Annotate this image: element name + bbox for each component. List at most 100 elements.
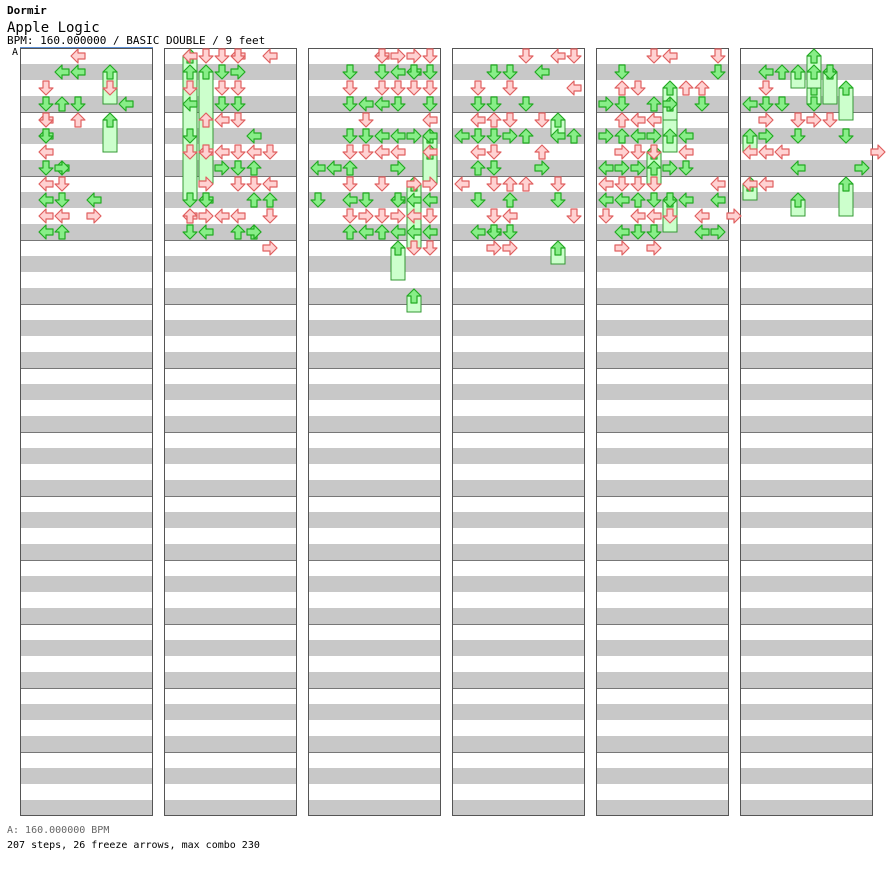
note-arrow-down [214, 64, 230, 80]
step-arrow-down [630, 80, 646, 96]
step-arrow-left [390, 144, 406, 160]
beat-stripe [20, 480, 153, 496]
note-arrow-down [310, 192, 326, 208]
note-arrow-right [230, 64, 246, 80]
note-arrow-left [38, 192, 54, 208]
step-arrow-down [822, 112, 838, 128]
note-arrow-left [406, 192, 422, 208]
step-arrow-down [470, 80, 486, 96]
step-arrow-down [198, 144, 214, 160]
beat-stripe [740, 224, 873, 240]
beat-stripe [452, 352, 585, 368]
step-arrow-down [406, 240, 422, 256]
step-arrow-left [454, 176, 470, 192]
note-arrow-right [390, 160, 406, 176]
note-arrow-down [38, 128, 54, 144]
beat-stripe [20, 576, 153, 592]
note-arrow-left [374, 96, 390, 112]
beat-stripe [596, 576, 729, 592]
step-arrow-left [598, 176, 614, 192]
beat-stripe [308, 256, 441, 272]
note-arrow-left [422, 192, 438, 208]
beat-stripe [596, 512, 729, 528]
step-arrow-down [486, 176, 502, 192]
column-border [308, 48, 441, 816]
note-arrow-down [774, 96, 790, 112]
step-arrow-down [406, 80, 422, 96]
beat-stripe [452, 160, 585, 176]
note-arrow-left [326, 160, 342, 176]
beat-stripe [452, 320, 585, 336]
step-arrow-right [390, 208, 406, 224]
beat-stripe [740, 448, 873, 464]
note-arrow-left [86, 192, 102, 208]
chart-column [20, 48, 153, 816]
note-arrow-right [630, 160, 646, 176]
note-arrow-right [710, 224, 726, 240]
step-arrow-down [374, 80, 390, 96]
note-arrow-up [806, 64, 822, 80]
beat-stripe [20, 640, 153, 656]
beat-stripe [452, 768, 585, 784]
note-arrow-up [374, 224, 390, 240]
beat-stripe [740, 640, 873, 656]
step-arrow-down [566, 208, 582, 224]
step-arrow-left [422, 144, 438, 160]
note-arrow-up [646, 96, 662, 112]
beat-stripe [308, 640, 441, 656]
chart-column [452, 48, 585, 816]
note-arrow-left [118, 96, 134, 112]
note-arrow-left [182, 96, 198, 112]
beat-stripe [20, 320, 153, 336]
note-arrow-down [518, 96, 534, 112]
note-arrow-down [486, 96, 502, 112]
beat-stripe [308, 384, 441, 400]
beat-stripe [164, 512, 297, 528]
step-arrow-down [102, 80, 118, 96]
step-arrow-down [358, 112, 374, 128]
beat-stripe [596, 672, 729, 688]
step-arrow-left [182, 48, 198, 64]
note-arrow-up [646, 160, 662, 176]
step-arrow-down [630, 176, 646, 192]
step-arrow-down [38, 80, 54, 96]
step-arrow-down [342, 176, 358, 192]
step-arrow-left [774, 144, 790, 160]
step-arrow-left [470, 112, 486, 128]
step-arrow-left [38, 208, 54, 224]
note-arrow-left [630, 128, 646, 144]
beat-stripe [452, 512, 585, 528]
beat-stripe [164, 384, 297, 400]
artist-name: Dormir [7, 4, 47, 17]
step-arrow-right [422, 176, 438, 192]
step-arrow-left [38, 176, 54, 192]
step-arrow-up [678, 80, 694, 96]
beat-stripe [164, 320, 297, 336]
note-arrow-up [246, 160, 262, 176]
note-arrow-up [54, 224, 70, 240]
beat-stripe [596, 768, 729, 784]
note-arrow-up [470, 160, 486, 176]
beat-stripe [740, 672, 873, 688]
beat-stripe [20, 448, 153, 464]
beat-stripe [20, 224, 153, 240]
note-arrow-up [502, 192, 518, 208]
step-arrow-right [358, 208, 374, 224]
note-arrow-down [230, 96, 246, 112]
beat-stripe [164, 544, 297, 560]
chart-column [596, 48, 729, 816]
beat-stripe [740, 800, 873, 816]
beat-stripe [740, 352, 873, 368]
step-arrow-left [70, 48, 86, 64]
beat-stripe [20, 800, 153, 816]
beat-stripe [308, 544, 441, 560]
beat-stripe [308, 352, 441, 368]
note-arrow-up [182, 64, 198, 80]
beat-stripe [452, 480, 585, 496]
beat-stripe [596, 416, 729, 432]
note-arrow-down [614, 64, 630, 80]
note-arrow-left [374, 128, 390, 144]
step-arrow-right [486, 240, 502, 256]
note-arrow-up [550, 240, 566, 256]
